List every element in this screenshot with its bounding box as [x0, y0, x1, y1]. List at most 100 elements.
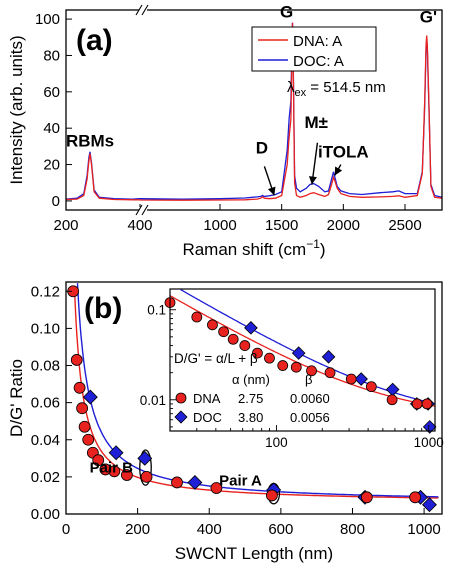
peak-arrow-head — [267, 186, 276, 196]
data-point-inset-dna — [421, 398, 433, 410]
excitation-wavelength: λex = 514.5 nm — [287, 79, 386, 99]
data-point-dna — [73, 381, 86, 394]
data-point-dna — [140, 470, 153, 483]
pair-highlight-ellipse — [139, 449, 152, 486]
data-point-inset-doc — [291, 346, 306, 360]
inset-row-dna-alpha: 2.75 — [238, 391, 263, 406]
panel-a-y-tick-label: 80 — [43, 47, 60, 64]
inset-row-dna-name: DNA — [193, 391, 221, 406]
inset-col-alpha: α (nm) — [232, 372, 270, 387]
panel-b-x-tick-label: 1000 — [407, 521, 440, 538]
data-point-inset-doc — [354, 372, 368, 386]
inset-row-dna-beta: 0.0060 — [290, 391, 330, 406]
data-point-inset-dna — [252, 347, 263, 359]
data-point-dna — [210, 482, 223, 494]
data-point-dna — [92, 454, 105, 467]
data-point-dna — [70, 354, 83, 366]
lambda-symbol: λ — [287, 79, 295, 96]
inset-formula: D/G' = α/L + β — [174, 351, 258, 366]
data-point-dna — [108, 465, 121, 478]
inset-row-doc-alpha: 3.80 — [238, 410, 263, 425]
data-point-dna — [82, 433, 95, 446]
data-point-inset-dna — [191, 311, 203, 323]
data-point-inset-dna — [365, 381, 377, 393]
panel-a-x-tick-label: 200 — [53, 217, 78, 234]
panel-b-y-tick-label: 0.10 — [31, 320, 60, 337]
panel-a-y-tick-label: 0 — [52, 193, 60, 210]
break-gap-top — [139, 7, 147, 13]
panel-b-x-axis-label: SWCNT Length (nm) — [175, 544, 333, 563]
panel-b-label: (b) — [84, 292, 122, 325]
panel-b-y-tick-label: 0.02 — [31, 469, 60, 486]
peak-label: RBMs — [66, 131, 114, 150]
panel-a-x-tick-label: 2000 — [327, 217, 360, 234]
fit-curve-doc — [76, 283, 439, 498]
x-axis-label-close: ) — [320, 240, 326, 259]
panel-b-y-tick-label: 0.12 — [31, 283, 60, 300]
data-point-dna — [360, 491, 373, 504]
data-point-inset-dna — [290, 361, 302, 373]
legend-entry-doc: DOC: A — [293, 53, 344, 70]
panel-b-y-axis-label: D/G' Ratio — [7, 359, 26, 437]
panel-a-y-tick-label: 100 — [35, 11, 60, 28]
panel-b-x-tick-label: 600 — [268, 521, 293, 538]
break-slash-bottom — [135, 204, 143, 216]
data-point-inset-dna — [411, 398, 423, 410]
data-point-inset-dna — [345, 373, 357, 385]
fit-curve-dna — [73, 290, 439, 499]
data-point-inset-dna — [227, 333, 239, 345]
x-axis-label-sup: −1 — [306, 237, 320, 251]
inset-legend-dna-marker — [175, 392, 187, 404]
data-point-inset-dna — [277, 360, 289, 371]
peak-label: G — [280, 2, 293, 21]
data-point-inset-dna — [218, 326, 230, 338]
axis-break-marks — [135, 4, 149, 216]
pair-label: Pair B — [90, 459, 134, 476]
data-point-inset-doc — [422, 420, 437, 434]
panel-b-y-tick-label: 0.04 — [31, 432, 60, 449]
panel-b-x-tick-label: 800 — [340, 521, 365, 538]
lambda-subscript: ex — [295, 87, 307, 99]
inset-row-doc-name: DOC — [193, 410, 222, 425]
panel-b-y-tick-label: 0.00 — [31, 506, 60, 523]
inset-row-doc-beta: 0.0056 — [290, 410, 330, 425]
panel-a-frame — [65, 9, 443, 211]
data-point-inset-doc — [321, 350, 336, 364]
panel-b-ratio-vs-length: 0 200 400 600 800 1000 0.00 0.02 0.04 0.06 0.08 0.1… — [7, 281, 444, 563]
break-gap-bottom — [139, 207, 147, 213]
inset-frame — [169, 288, 436, 432]
peak-arrow-head — [334, 166, 343, 176]
break-slash-bottom — [141, 204, 149, 216]
break-slash-top — [141, 4, 149, 16]
legend-entry-dna: DNA: A — [293, 33, 342, 50]
x-axis-label-main: Raman shift (cm — [182, 240, 306, 259]
break-slash-top — [135, 4, 143, 16]
panel-b-x-tick-label: 200 — [125, 521, 150, 538]
data-point-doc — [187, 475, 203, 490]
data-point-doc — [82, 389, 98, 405]
inset-x-tick-label: 100 — [265, 435, 288, 450]
panel-a-x-tick-label: 1500 — [265, 217, 298, 234]
panel-a-y-axis-label: Intensity (arb. units) — [7, 35, 26, 184]
data-point-inset-dna — [207, 319, 218, 331]
panel-b-y-tick-label: 0.08 — [31, 358, 60, 375]
panel-a-y-tick-label: 40 — [43, 120, 60, 137]
inset-y-tick-label: 0.1 — [147, 303, 166, 318]
panel-a-y-tick-label: 60 — [43, 84, 60, 101]
panel-b-frame — [65, 281, 443, 515]
data-point-dna — [266, 489, 278, 502]
inset-x-tick-label: 1000 — [414, 435, 444, 450]
panel-a-legend: DNA: A DOC: A — [251, 26, 377, 72]
legend-box — [251, 26, 377, 72]
panel-a-y-tick-label: 20 — [43, 157, 60, 174]
panel-b-x-tick-label: 400 — [197, 521, 222, 538]
panel-a-raman-spectra: 200 400 1000 1500 2000 2500 0 20 40 60 80 100 (a) I… — [7, 2, 443, 259]
inset-background — [170, 289, 435, 431]
panel-a-label: (a) — [76, 24, 113, 57]
panel-b-y-tick-label: 0.06 — [31, 395, 60, 412]
excitation-value: = 514.5 nm — [306, 79, 386, 96]
spectrum-line-dna — [65, 22, 443, 201]
data-point-dna — [409, 491, 422, 504]
peak-label: iTOLA — [318, 142, 369, 161]
